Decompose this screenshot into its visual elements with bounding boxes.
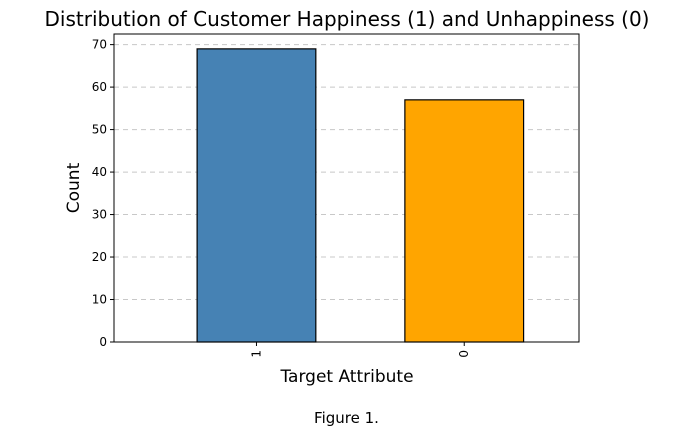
- y-axis-ticks: 0 10 20 30 40 50 60 70: [92, 38, 114, 349]
- x-tick-label: 0: [457, 350, 471, 358]
- y-tick-label: 40: [92, 165, 107, 179]
- y-tick-label: 20: [92, 250, 107, 264]
- bar-0: [404, 99, 525, 343]
- plot-frame: [113, 33, 580, 343]
- y-tick-label: 60: [92, 80, 107, 94]
- y-tick-label: 0: [99, 335, 107, 349]
- x-axis-label: Target Attribute: [279, 367, 413, 387]
- bar-1: [196, 48, 317, 343]
- y-tick-label: 70: [92, 38, 107, 52]
- y-tick-label: 50: [92, 123, 107, 137]
- figure-caption: Figure 1.: [314, 409, 379, 427]
- x-tick-label: 1: [249, 350, 263, 358]
- bars: [196, 48, 525, 343]
- bar-chart: Distribution of Customer Happiness (1) a…: [45, 7, 650, 387]
- y-tick-label: 10: [92, 293, 107, 307]
- y-axis-label: Count: [64, 162, 84, 213]
- y-tick-label: 30: [92, 208, 107, 222]
- chart-title: Distribution of Customer Happiness (1) a…: [45, 7, 650, 31]
